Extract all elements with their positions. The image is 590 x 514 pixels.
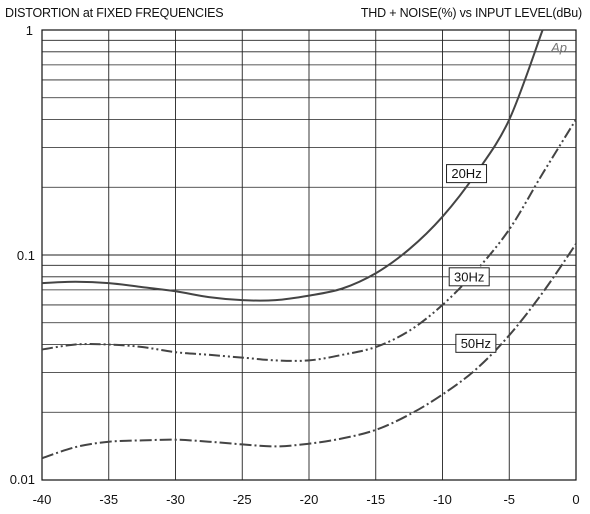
series-label-20hz: 20Hz (446, 164, 488, 184)
series-line-20hz (41, 29, 544, 302)
series-label-30hz: 30Hz (448, 267, 490, 287)
series-label-50hz: 50Hz (455, 333, 497, 353)
x-tick-label: 0 (572, 492, 579, 507)
y-tick-label: 0.1 (17, 248, 35, 263)
chart-subtitle: THD + NOISE(%) vs INPUT LEVEL(dBu) (360, 6, 582, 20)
series-line-30hz (41, 118, 577, 362)
x-tick-label: -20 (300, 492, 319, 507)
x-tick-label: -40 (33, 492, 52, 507)
tick-labels: -40 -35 -30 -25 -20 -15 -10 -5 0 0.01 0.1 1 (10, 23, 580, 507)
svg-text:30Hz: 30Hz (454, 269, 484, 284)
x-tick-label: -35 (99, 492, 118, 507)
y-tick-label: 0.01 (10, 472, 35, 487)
series-line-50hz (41, 243, 577, 460)
ap-logo: Ap (550, 40, 567, 55)
svg-text:20Hz: 20Hz (451, 166, 481, 181)
chart-title: DISTORTION at FIXED FREQUENCIES (5, 6, 224, 20)
x-tick-label: -30 (166, 492, 185, 507)
x-tick-label: -25 (233, 492, 252, 507)
x-tick-label: -5 (503, 492, 515, 507)
y-tick-label: 1 (26, 23, 33, 38)
x-tick-label: -15 (366, 492, 385, 507)
curves (41, 29, 577, 460)
x-tick-label: -10 (433, 492, 452, 507)
series-labels: 20Hz 30Hz 50Hz (446, 164, 497, 353)
svg-text:50Hz: 50Hz (461, 336, 491, 351)
grid (41, 29, 577, 481)
